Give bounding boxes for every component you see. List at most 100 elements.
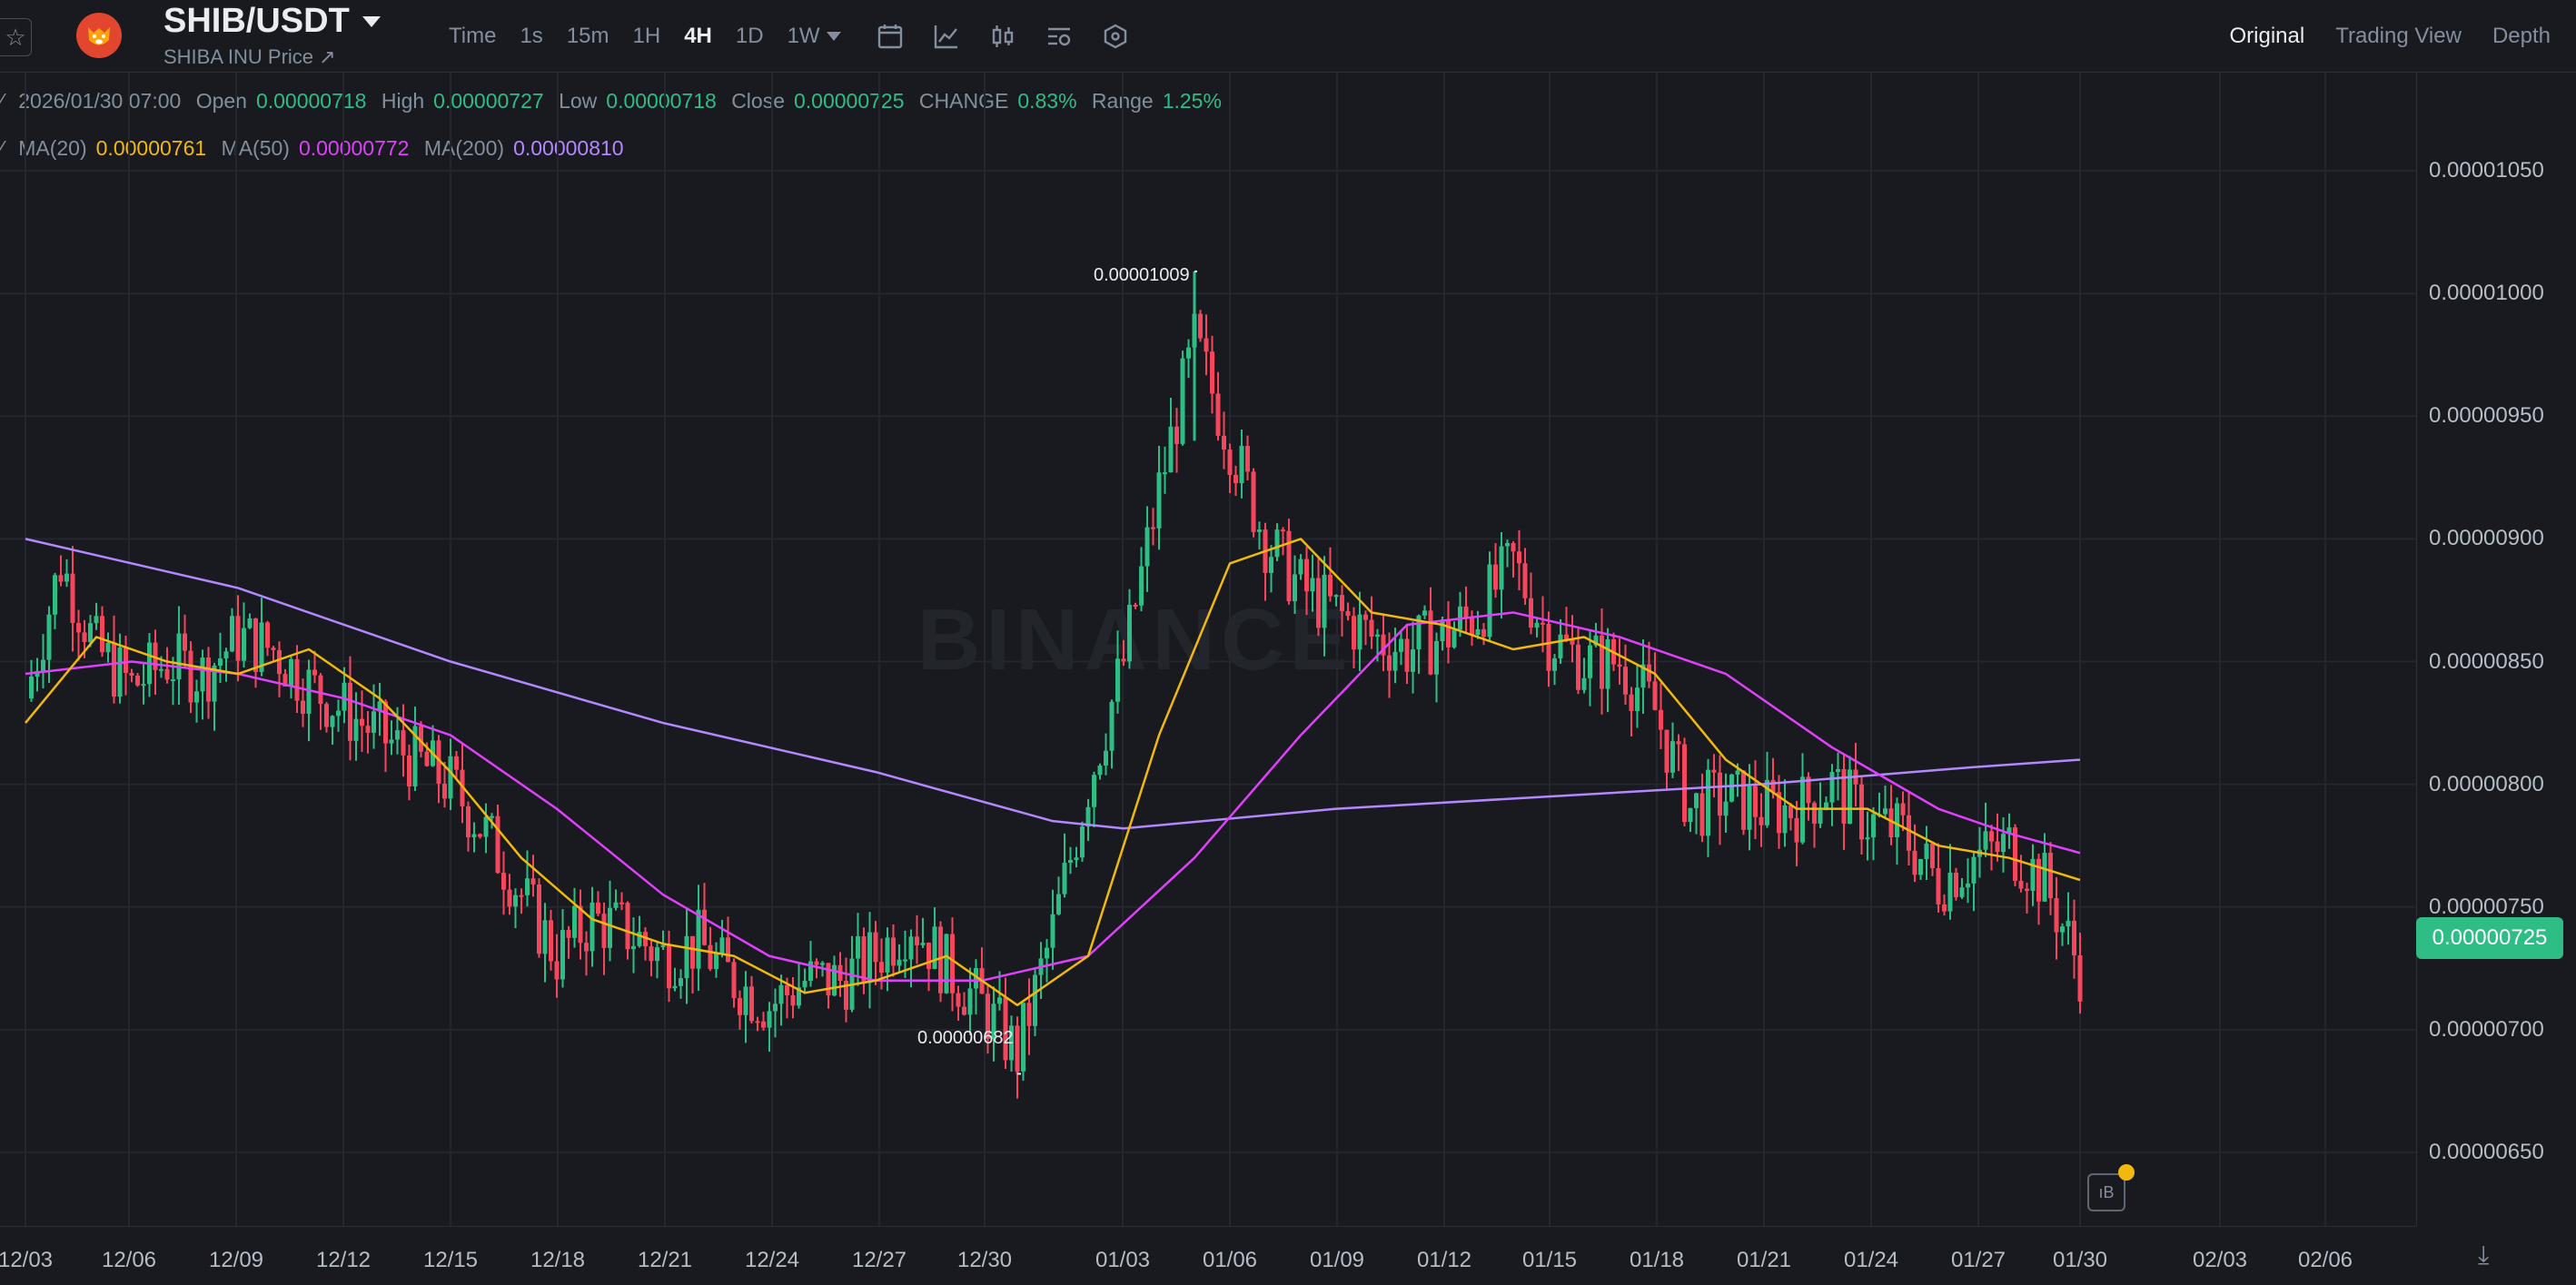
candle-body (1180, 358, 1185, 444)
candle-body (767, 1011, 772, 1028)
candle-body (655, 947, 659, 962)
calendar-icon[interactable] (874, 20, 907, 53)
candle-body (1818, 810, 1823, 824)
candle-body (206, 657, 211, 702)
y-tick-label: 0.00000950 (2429, 403, 2544, 429)
candle-body (1168, 426, 1174, 473)
candle-body (1340, 595, 1344, 611)
candle-body (501, 873, 506, 890)
candle-body (1045, 947, 1049, 959)
candle-body (2066, 920, 2071, 927)
candle-body (282, 674, 288, 687)
candle-body (915, 936, 919, 945)
candle-body (2030, 858, 2036, 892)
ma50-value: 0.00000772 (298, 136, 410, 160)
x-tick-label: 01/12 (1416, 1248, 1472, 1272)
interval-1h[interactable]: 1H (632, 24, 661, 48)
candle-body (1706, 769, 1710, 836)
candle-body (1328, 574, 1333, 597)
interval-15m[interactable]: 15m (566, 24, 609, 48)
x-tick-label: 01/18 (1629, 1248, 1685, 1272)
price-axis[interactable] (2416, 73, 2576, 1226)
candle-body (183, 633, 187, 651)
x-tick-label: 02/03 (2192, 1248, 2248, 1272)
candle-body (383, 701, 388, 744)
candle-body (1517, 551, 1521, 564)
candle-body (436, 740, 441, 785)
candle-body (223, 651, 229, 659)
candle-body (601, 914, 607, 948)
chart-settings-icon[interactable] (1043, 20, 1075, 53)
candle-body (2077, 955, 2083, 1002)
ma20-line (25, 538, 2081, 1007)
x-tick-label: 12/03 (0, 1248, 54, 1272)
legend-collapse-icon[interactable]: ⁄ (0, 89, 4, 113)
candlestick-chart[interactable] (0, 73, 2416, 1226)
candle-body (1617, 664, 1622, 667)
ma50-label: MA(50) (221, 136, 290, 160)
more-intervals-chevron-icon[interactable] (817, 20, 850, 53)
open-label: Open (195, 89, 247, 113)
favorite-star-icon[interactable]: ☆ (0, 18, 32, 56)
candle-body (1859, 784, 1864, 840)
candle-body (2072, 920, 2076, 956)
candle-body (991, 1003, 996, 1039)
interval-1s[interactable]: 1s (520, 24, 543, 48)
candle-body (1056, 894, 1061, 914)
ma-collapse-icon[interactable]: ⁄ (0, 136, 4, 160)
candle-body (873, 932, 878, 963)
candle-body (1564, 634, 1569, 640)
interval-4h[interactable]: 4H (684, 24, 712, 48)
candle-body (1900, 803, 1906, 815)
candle-body (1593, 635, 1599, 646)
candle-body (58, 575, 64, 582)
candle-type-icon[interactable] (986, 20, 1019, 53)
candle-body (1269, 557, 1273, 573)
notification-badge-icon[interactable]: ıB (2087, 1173, 2125, 1211)
candle-body (76, 622, 81, 633)
x-tick-label: 12/24 (744, 1248, 800, 1272)
x-tick-label: 01/03 (1095, 1248, 1151, 1272)
time-axis[interactable] (0, 1226, 2416, 1285)
candle-body (200, 657, 205, 692)
candle-body (1274, 529, 1280, 558)
candle-body (1156, 472, 1162, 529)
candle-body (808, 961, 813, 982)
candle-body (613, 902, 619, 908)
candle-body (1381, 634, 1386, 656)
candle-body (507, 889, 512, 907)
candle-body (572, 905, 577, 938)
price-link[interactable]: SHIBA INU Price ↗ (163, 45, 336, 68)
ma-legend: ⁄ MA(20) 0.00000761 MA(50) 0.00000772 MA(2… (0, 136, 633, 161)
chart-tools (817, 20, 1132, 53)
hexagon-settings-icon[interactable] (1099, 20, 1132, 53)
candle-body (1924, 843, 1929, 860)
y-tick-label: 0.00001000 (2429, 281, 2544, 306)
interval-1w[interactable]: 1W (787, 24, 820, 48)
candle-body (932, 926, 937, 969)
interval-1d[interactable]: 1D (735, 24, 764, 48)
candle-body (1198, 313, 1203, 339)
reset-axis-icon[interactable]: ⤓ (2478, 1241, 2490, 1269)
candle-body (1080, 826, 1085, 858)
indicators-icon[interactable] (930, 20, 963, 53)
candle-body (2025, 888, 2029, 892)
tab-original[interactable]: Original (2229, 24, 2305, 48)
interval-time[interactable]: Time (449, 24, 497, 48)
high-price-marker: 0.00001009 (1094, 265, 1190, 285)
candle-body (525, 878, 530, 895)
candle-body (265, 622, 270, 648)
candle-body (743, 986, 748, 1015)
candle-body (974, 968, 978, 989)
tab-trading-view[interactable]: Trading View (2335, 24, 2462, 48)
candle-body (1316, 578, 1321, 628)
candle-body (1434, 640, 1439, 675)
candle-body (1605, 639, 1610, 689)
chevron-down-icon (362, 15, 381, 27)
candle-body (1234, 474, 1238, 484)
candle-body (324, 704, 329, 727)
symbol-selector[interactable]: SHIB/USDT (163, 2, 381, 41)
tab-depth[interactable]: Depth (2492, 24, 2551, 48)
candle-body (1204, 338, 1209, 352)
candle-body (2013, 827, 2017, 881)
